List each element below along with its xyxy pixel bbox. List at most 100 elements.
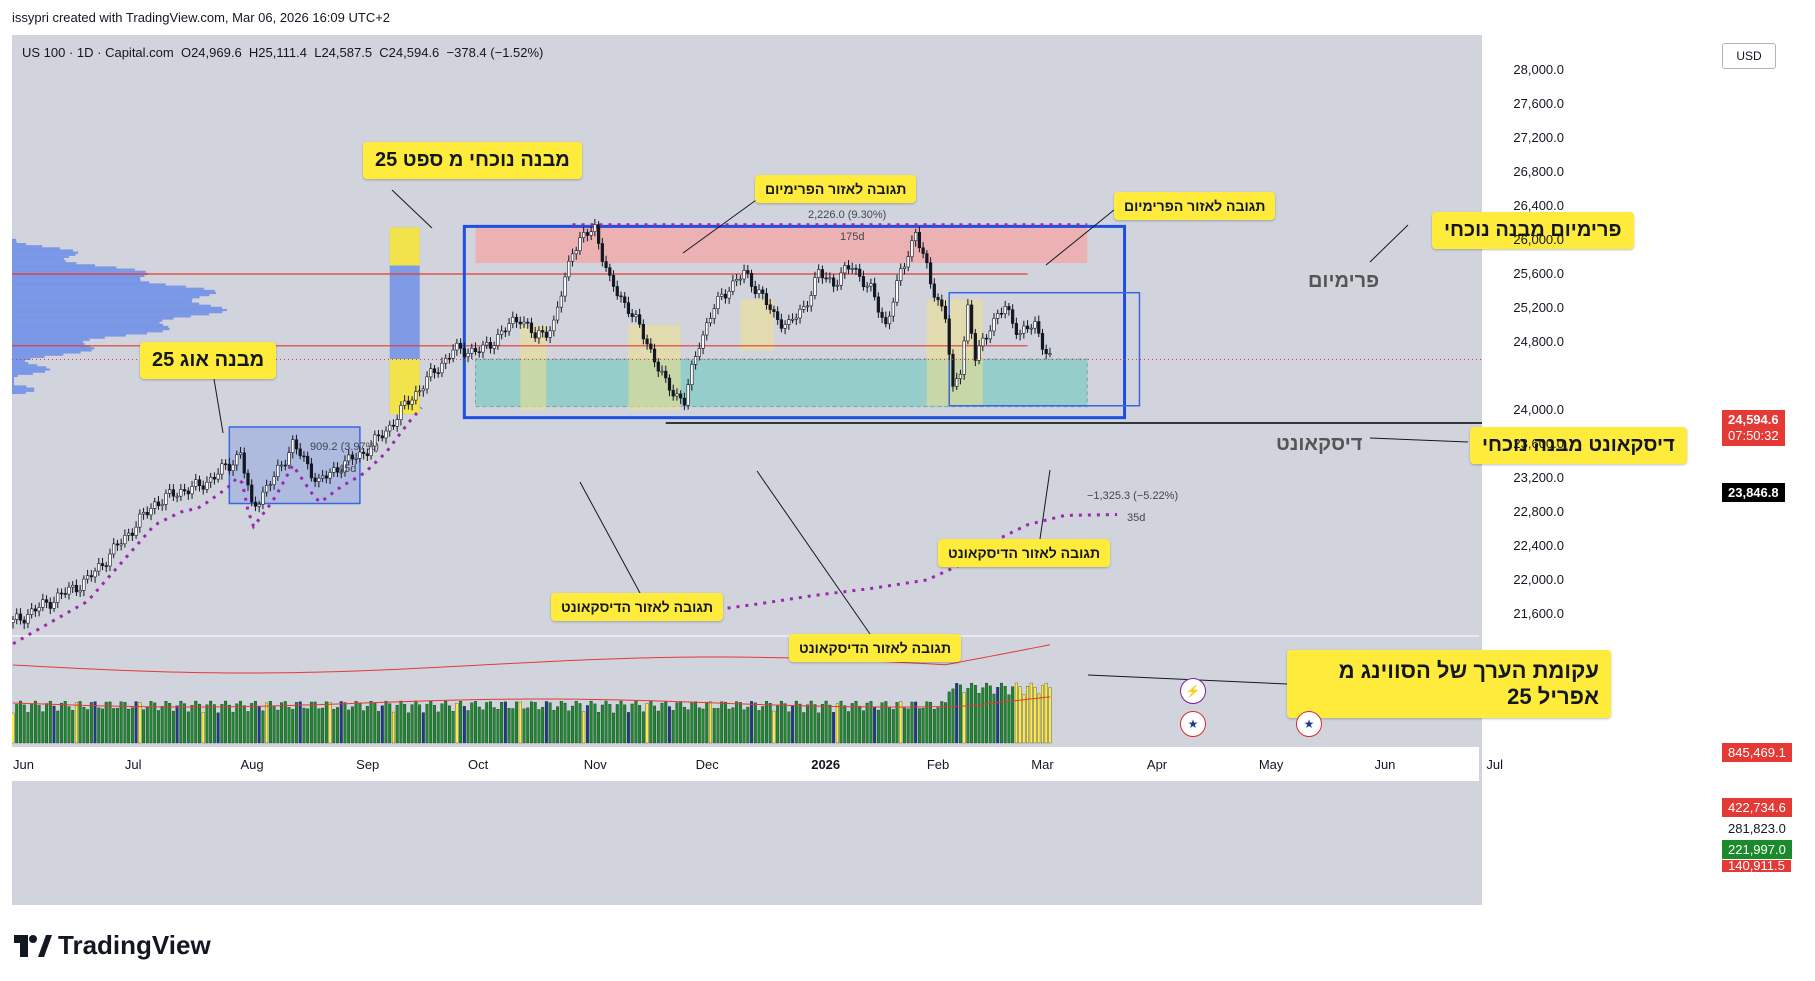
current-price-tag: 24,594.6 07:50:32	[1722, 410, 1785, 446]
candle-body	[63, 593, 67, 595]
volume-bar	[183, 703, 187, 744]
volume-profile-bar	[12, 315, 191, 318]
currency-selector[interactable]: USD	[1722, 43, 1776, 69]
candle-body	[78, 589, 82, 593]
symbol-title: US 100 · 1D · Capital.com	[22, 45, 174, 60]
volume-profile-bar	[12, 298, 193, 301]
candle-body	[675, 393, 679, 397]
candle-body	[671, 389, 675, 397]
volume-bar	[615, 704, 619, 744]
candle-body	[656, 361, 660, 372]
volume-bar	[712, 708, 716, 744]
volume-bar	[1029, 682, 1033, 744]
candle-body	[727, 290, 731, 299]
volume-bar	[485, 702, 489, 744]
candle-body	[943, 305, 948, 320]
candle-body	[873, 283, 877, 298]
candle-body	[391, 424, 396, 427]
candle-body	[589, 231, 593, 236]
y-tick-label: 25,200.0	[1513, 300, 1564, 315]
volume-bar	[410, 704, 414, 744]
lightning-event-icon[interactable]: ⚡	[1180, 678, 1206, 704]
volume-bar	[709, 701, 712, 744]
volume-bar	[884, 701, 888, 744]
candle-body	[500, 330, 504, 335]
candle-body	[1040, 333, 1045, 350]
volume-bar	[723, 701, 727, 744]
candle-body	[578, 237, 582, 251]
candle-body	[679, 393, 683, 399]
volume-bar	[794, 700, 798, 744]
candle-body	[238, 452, 243, 456]
volume-bar	[1026, 685, 1030, 744]
volume-bar	[33, 700, 37, 744]
annotation-pointer	[756, 470, 871, 635]
volume-bar	[138, 702, 142, 744]
candle-body	[887, 315, 892, 325]
candle-body	[119, 543, 123, 546]
volume-bar	[358, 702, 362, 744]
volume-bar	[861, 710, 865, 744]
bar-countdown: 07:50:32	[1728, 428, 1779, 443]
candle-body	[268, 484, 272, 486]
candle-body	[216, 473, 220, 480]
volume-bar	[1014, 682, 1018, 744]
candle-body	[884, 317, 888, 325]
candle-body	[265, 485, 269, 493]
current-structure-box	[462, 224, 1127, 420]
volume-bar	[168, 703, 172, 744]
x-tick-label: Mar	[1031, 757, 1054, 772]
candle-body	[115, 543, 120, 546]
volume-bar	[977, 693, 981, 744]
candle-body	[582, 232, 586, 239]
candle-body	[641, 323, 645, 340]
candle-body	[190, 486, 194, 495]
volume-bar	[231, 711, 235, 744]
candle-body	[701, 334, 705, 349]
volume-profile-bar	[12, 328, 170, 331]
candle-body	[503, 330, 507, 333]
candle-body	[652, 348, 657, 363]
candle-body	[940, 299, 944, 307]
volume-profile-bar	[12, 287, 204, 290]
volume-bar	[313, 701, 317, 744]
volume-bar	[37, 705, 41, 744]
volume-profile-bar	[12, 240, 17, 244]
volume-profile-bar	[12, 255, 69, 258]
rally-profile-top	[389, 227, 420, 266]
legend-low: L24,587.5	[314, 45, 373, 60]
volume-bar	[127, 708, 131, 744]
volume-bar	[324, 701, 328, 744]
y-tick-label: 24,800.0	[1513, 334, 1564, 349]
us-flag-event-icon[interactable]: ★	[1296, 711, 1322, 737]
volume-bar	[134, 701, 138, 744]
candle-body	[447, 357, 452, 360]
candle-body	[865, 285, 869, 288]
volume-bar	[343, 702, 347, 744]
volume-profile-bar	[12, 340, 84, 343]
volume-bar	[1007, 694, 1011, 744]
candle-body	[645, 338, 649, 345]
candle-body	[156, 501, 161, 507]
candle-body	[1022, 325, 1026, 334]
candle-body	[123, 535, 127, 545]
volume-bar	[675, 702, 679, 744]
volume-bar	[388, 703, 392, 744]
volume-bar	[988, 685, 992, 744]
candle-body	[466, 352, 470, 357]
measure-aug-days: 45d	[338, 463, 357, 475]
candle-body	[380, 435, 384, 439]
volume-bar	[157, 710, 160, 744]
volume-bar	[600, 704, 604, 744]
us-flag-event-icon[interactable]: ★	[1180, 711, 1206, 737]
candle-body	[33, 608, 37, 612]
candle-body	[429, 368, 433, 378]
volume-bar	[798, 703, 802, 744]
volume-bar	[507, 708, 511, 744]
chart-canvas[interactable]	[12, 35, 1805, 905]
volume-bar	[940, 701, 944, 744]
annotation-pointer	[1045, 209, 1115, 266]
volume-profile-bar	[12, 383, 15, 386]
volume-bar	[903, 707, 906, 744]
candle-body	[548, 330, 552, 338]
